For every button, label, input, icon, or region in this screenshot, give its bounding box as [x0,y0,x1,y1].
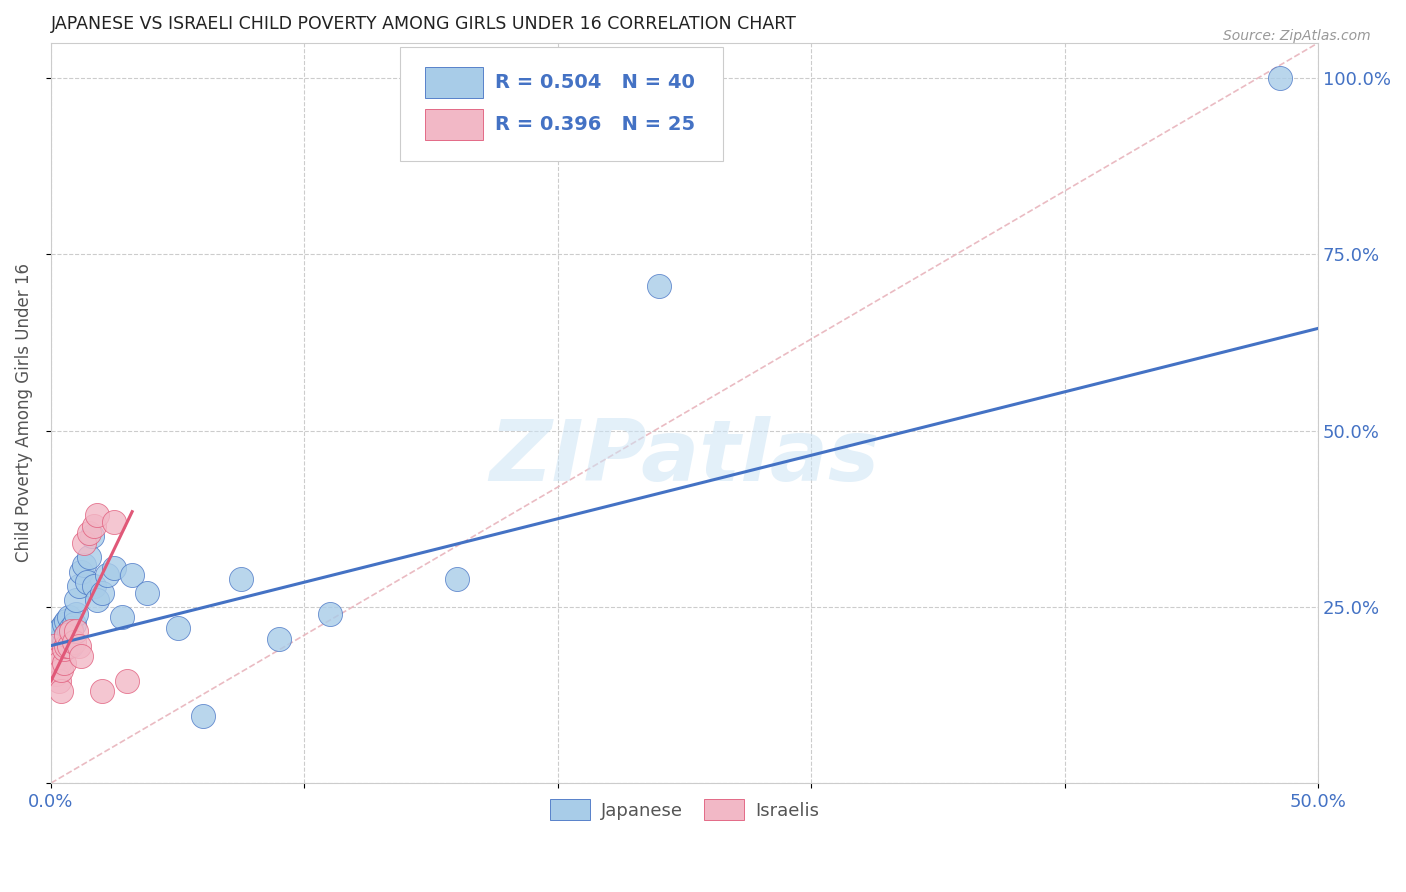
Point [76,575,98,590]
Point [52,657,75,671]
Point [58,610,80,624]
Point [45,635,67,649]
Point [446,572,468,586]
FancyBboxPatch shape [425,67,484,97]
Point [77,550,100,565]
Text: R = 0.504   N = 40: R = 0.504 N = 40 [495,72,695,92]
Point [60,639,83,653]
Point [48,657,70,671]
Point [229,572,252,586]
Point [191,709,214,723]
Point [58,624,80,639]
Point [45,628,67,642]
Point [83,518,105,533]
Point [319,607,342,621]
Point [136,585,159,599]
Point [111,610,134,624]
Point [48,673,70,688]
Point [648,279,671,293]
Legend: Japanese, Israelis: Japanese, Israelis [543,792,827,827]
Point [70,649,93,664]
Point [67,639,90,653]
FancyBboxPatch shape [399,46,723,161]
Text: ZIPatlas: ZIPatlas [489,416,880,499]
Point [60,621,83,635]
Point [77,525,100,540]
Point [60,624,83,639]
Point [63,617,86,632]
Point [103,561,125,575]
Text: JAPANESE VS ISRAELI CHILD POVERTY AMONG GIRLS UNDER 16 CORRELATION CHART: JAPANESE VS ISRAELI CHILD POVERTY AMONG … [51,15,797,33]
Point [1268,71,1291,86]
Point [45,653,67,667]
Point [65,592,87,607]
Text: Source: ZipAtlas.com: Source: ZipAtlas.com [1223,29,1371,43]
Point [52,617,75,632]
Point [65,624,87,639]
Point [63,635,86,649]
Point [80,529,103,543]
Point [48,639,70,653]
Point [70,565,93,579]
Point [42,639,65,653]
Point [121,568,143,582]
Point [55,639,77,653]
Point [42,639,65,653]
Y-axis label: Child Poverty Among Girls Under 16: Child Poverty Among Girls Under 16 [15,263,32,563]
Point [42,653,65,667]
Point [55,628,77,642]
Point [51,663,73,677]
Point [83,579,105,593]
FancyBboxPatch shape [425,109,484,140]
Point [73,558,96,572]
Point [166,621,188,635]
Point [67,579,90,593]
Point [45,666,67,681]
Point [52,642,75,657]
Point [48,624,70,639]
Point [269,632,291,646]
Point [52,635,75,649]
Point [86,508,108,523]
Point [115,673,138,688]
Point [51,621,73,635]
Point [65,607,87,621]
Point [90,585,112,599]
Point [58,639,80,653]
Point [86,592,108,607]
Point [90,684,112,698]
Point [55,628,77,642]
Point [96,568,118,582]
Point [55,614,77,628]
Point [51,684,73,698]
Point [73,536,96,550]
Point [51,632,73,646]
Point [103,515,125,529]
Text: R = 0.396   N = 25: R = 0.396 N = 25 [495,115,695,134]
